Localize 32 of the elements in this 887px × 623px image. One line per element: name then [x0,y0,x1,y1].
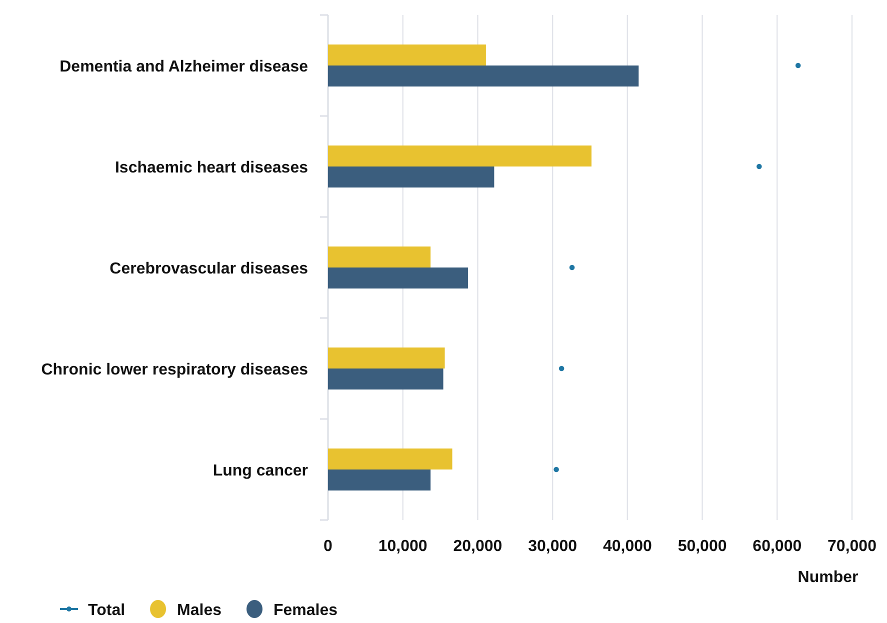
bar [328,146,592,166]
y-tick-label: Cerebrovascular diseases [110,260,308,278]
bar [328,268,468,288]
bar [328,368,444,390]
y-tick-label: Ischaemic heart diseases [114,160,308,176]
x-tick-label: 10,000 [378,538,428,555]
bar [328,470,431,490]
x-tick-label: 60,000 [752,538,802,555]
point [756,164,762,170]
x-tick-label: 0 [324,538,333,555]
legend-label: Total [88,602,126,619]
x-tick-label: 20,000 [453,538,502,555]
x-tick-label: 50,000 [678,538,727,555]
bar [328,246,431,268]
y-tick-label: Dementia and Alzheimer disease [60,58,308,76]
legend-label: Males [177,602,222,619]
point [795,62,801,68]
x-tick-label: 40,000 [602,538,652,555]
x-axis-title: Number [798,569,858,586]
legend-label: Females [274,602,338,619]
point [554,466,559,472]
point [569,264,575,270]
y-tick-label: Lung cancer [212,462,308,480]
bar [328,448,452,470]
bar [328,66,639,86]
point [558,366,564,372]
bar [328,348,445,368]
bar [328,44,486,66]
y-tick-label: Chronic lower respiratory diseases [41,362,308,378]
x-tick-label: 70,000 [828,538,877,555]
bar [328,166,494,188]
x-tick-label: 30,000 [528,538,578,555]
